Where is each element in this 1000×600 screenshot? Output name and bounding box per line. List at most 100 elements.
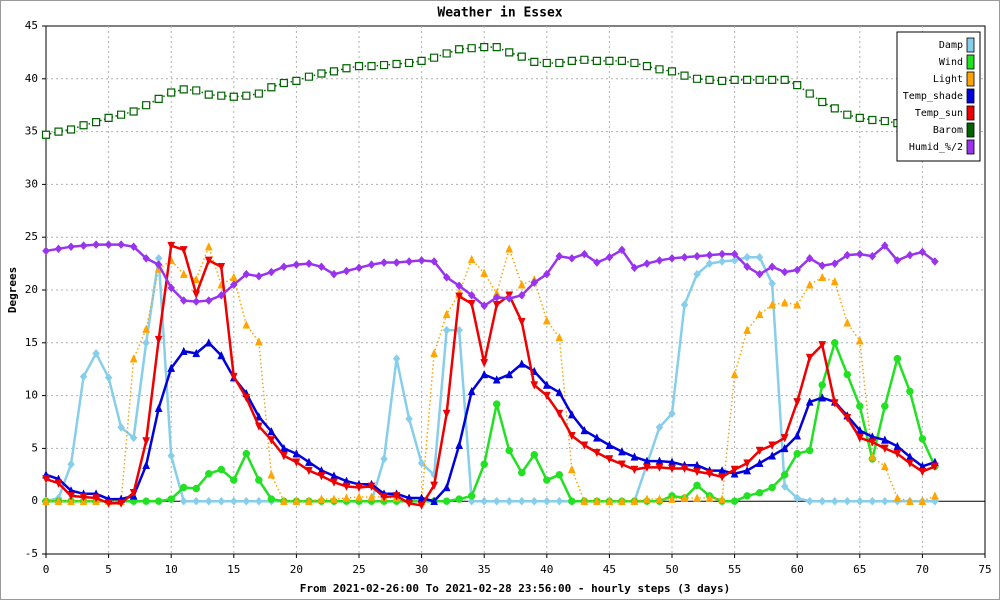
data-point [793, 431, 802, 440]
x-tick-label: 20 [290, 563, 303, 576]
data-point [167, 451, 176, 461]
data-point [630, 58, 639, 68]
data-point [743, 75, 752, 84]
data-point [117, 422, 125, 432]
data-point [830, 104, 839, 113]
data-point [305, 259, 313, 268]
data-point [768, 300, 777, 309]
data-point [530, 381, 539, 390]
data-point [805, 446, 814, 455]
data-point [580, 55, 589, 64]
data-point [142, 101, 151, 110]
legend-swatch [966, 122, 975, 138]
data-point [380, 493, 388, 502]
data-point [480, 301, 489, 311]
data-point [492, 375, 501, 384]
data-point [480, 460, 488, 468]
data-point [204, 496, 213, 506]
data-point [505, 294, 514, 303]
data-point [492, 43, 501, 52]
data-point [818, 393, 827, 402]
data-point [693, 251, 701, 261]
data-point [793, 398, 802, 407]
x-tick-label: 25 [352, 563, 365, 576]
data-point [267, 267, 276, 277]
data-point [255, 476, 263, 484]
data-point [404, 58, 414, 68]
data-point [567, 56, 576, 65]
data-point [142, 437, 151, 446]
data-point [718, 494, 726, 503]
data-point [467, 299, 476, 309]
data-point [542, 380, 551, 389]
data-point [280, 262, 288, 272]
data-point [780, 443, 789, 453]
data-point [718, 473, 726, 482]
data-point [780, 471, 789, 479]
data-point [780, 267, 789, 277]
data-point [392, 59, 401, 69]
data-point [179, 496, 188, 506]
data-point [655, 494, 664, 503]
data-point [543, 476, 551, 484]
data-point [104, 240, 113, 249]
data-point [392, 258, 401, 267]
data-point [768, 451, 777, 460]
data-point [881, 402, 889, 410]
data-point [192, 86, 201, 95]
data-point [705, 259, 714, 268]
legend-swatch [966, 105, 975, 121]
data-point [730, 369, 739, 379]
data-point [367, 482, 376, 492]
data-point [805, 89, 814, 98]
data-point [467, 386, 476, 396]
data-point [255, 271, 263, 281]
data-point [668, 409, 676, 418]
legend-label: Wind [939, 57, 963, 68]
x-tick-label: 15 [227, 563, 240, 576]
data-point [142, 253, 150, 263]
data-point [442, 325, 451, 335]
data-point [542, 316, 551, 325]
data-point [354, 62, 364, 71]
data-point [642, 62, 652, 71]
data-point [818, 381, 826, 389]
data-point [518, 468, 526, 477]
data-point [254, 89, 263, 98]
data-point [204, 256, 213, 266]
data-point [868, 115, 877, 125]
data-point [918, 496, 927, 505]
x-tick-label: 0 [43, 563, 50, 576]
data-point [830, 496, 839, 506]
data-point [843, 414, 852, 423]
data-point [129, 107, 138, 116]
data-point [906, 387, 914, 396]
data-point [417, 458, 426, 468]
data-point [379, 60, 389, 70]
data-point [154, 335, 163, 345]
data-point [292, 76, 301, 86]
data-point [517, 280, 526, 289]
data-point [530, 450, 539, 459]
data-point [217, 91, 226, 100]
data-point [92, 240, 100, 249]
data-point [592, 433, 601, 442]
data-point [743, 465, 752, 475]
data-point [267, 426, 276, 436]
data-point [492, 293, 501, 302]
data-point [455, 440, 464, 449]
data-point [643, 259, 651, 268]
data-point [217, 350, 226, 360]
data-point [855, 434, 864, 443]
data-point [680, 71, 689, 80]
data-point [129, 433, 138, 443]
x-tick-label: 70 [916, 563, 929, 576]
data-point [480, 43, 489, 52]
data-point [467, 290, 476, 300]
data-point [167, 363, 176, 372]
data-point [843, 496, 852, 506]
data-point [192, 484, 200, 493]
data-point [680, 252, 689, 262]
data-point [893, 256, 902, 265]
